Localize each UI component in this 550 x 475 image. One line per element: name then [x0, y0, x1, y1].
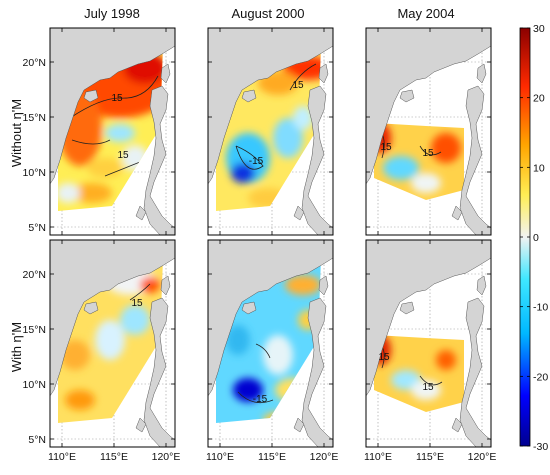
- colorbar-tick-label: -10: [533, 302, 548, 314]
- contour-label: 15: [422, 382, 434, 393]
- panel-frame: [207, 27, 334, 236]
- contour-label: 15: [422, 148, 434, 159]
- lon-tick-label: 120°E: [468, 451, 497, 463]
- lon-tick-label: 115°E: [258, 451, 286, 463]
- panel-frame: [49, 239, 176, 448]
- lat-tick-label: 20°N: [23, 57, 46, 69]
- contour-label: 15: [292, 80, 304, 91]
- map-panel-r2-c1: 15: [49, 239, 176, 448]
- lat-tick-label: 15°N: [23, 324, 46, 336]
- lat-tick-label: 15°N: [23, 112, 46, 124]
- contour-label: 15: [131, 298, 143, 309]
- contour-label: -15: [253, 394, 268, 405]
- contour-line: [237, 391, 274, 404]
- anomaly-field: [50, 240, 175, 447]
- lon-tick-label: 115°E: [100, 451, 128, 463]
- map-axes: 5°N 10°N 15°N 20°N 5°N 10°N 15°N 20°N 110°E 115°E…: [23, 57, 497, 463]
- contour-label: 15: [380, 142, 392, 153]
- colorbar-tick-label: -20: [533, 371, 548, 383]
- row-label-1: Without η'M: [9, 99, 24, 167]
- contour-label: 15: [117, 150, 129, 161]
- contour-label: 15: [378, 352, 390, 363]
- colorbar-tick-label: 20: [533, 93, 545, 105]
- colorbar-tick-label: -30: [533, 441, 548, 453]
- colorbar-tick-label: 0: [533, 232, 539, 244]
- panel-frame: [365, 27, 492, 236]
- lon-tick-label: 115°E: [416, 451, 444, 463]
- panel-frame: [365, 239, 492, 448]
- lon-tick-label: 110°E: [48, 451, 76, 463]
- lon-tick-label: 120°E: [310, 451, 339, 463]
- panel-frame: [49, 27, 176, 236]
- map-panel-r1-c2: 15 -15: [207, 27, 334, 236]
- colorbar-tick-label: 10: [533, 162, 545, 174]
- contour-line: [235, 145, 264, 170]
- anomaly-field: [208, 240, 333, 447]
- column-title-3: May 2004: [397, 6, 454, 21]
- lat-tick-label: 10°N: [23, 379, 46, 391]
- contour-label: 15: [111, 93, 123, 104]
- panel-frame: [207, 239, 334, 448]
- column-title-1: July 1998: [84, 6, 140, 21]
- contour-line: [129, 283, 151, 301]
- colorbar-tick-label: 30: [533, 23, 545, 35]
- lon-tick-label: 110°E: [206, 451, 234, 463]
- map-panel-r2-c2: -15: [207, 239, 334, 448]
- contour-line: [69, 75, 159, 119]
- lat-tick-label: 5°N: [28, 434, 46, 446]
- contour-line: [289, 63, 317, 91]
- lat-tick-label: 20°N: [23, 269, 46, 281]
- colorbar-ticks: 30 20 10 0 -10 -20 -30: [520, 23, 548, 453]
- contour-line: [71, 139, 111, 145]
- column-title-2: August 2000: [231, 6, 304, 21]
- lat-tick-label: 10°N: [23, 167, 46, 179]
- lat-tick-label: 5°N: [28, 222, 46, 234]
- anomaly-field: [208, 28, 333, 235]
- contour-line: [419, 145, 442, 156]
- lon-tick-label: 120°E: [152, 451, 181, 463]
- contour-label: -15: [249, 156, 264, 167]
- contour-line: [255, 343, 271, 359]
- contour-line: [419, 375, 443, 386]
- lon-tick-label: 110°E: [364, 451, 392, 463]
- row-label-2: With η'M: [9, 322, 24, 372]
